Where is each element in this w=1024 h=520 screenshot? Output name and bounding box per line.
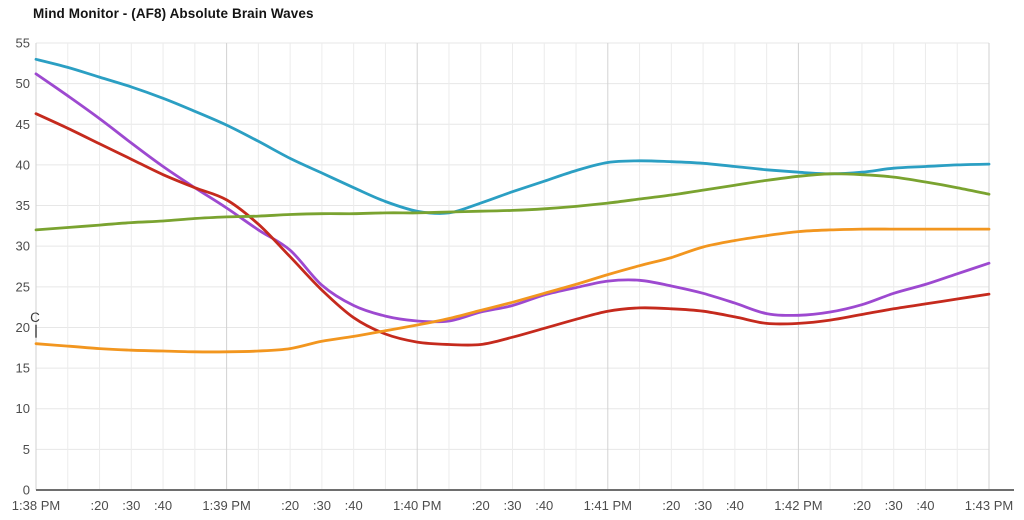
x-axis-tick-label: :40 — [535, 498, 553, 513]
series-line-orange[interactable] — [34, 227, 991, 354]
x-axis-tick-label: :40 — [916, 498, 934, 513]
y-axis-tick-label: 50 — [16, 76, 30, 91]
y-axis-tick-label: 5 — [23, 442, 30, 457]
x-axis-tick-label: :30 — [313, 498, 331, 513]
x-axis-tick-label: 1:38 PM — [12, 498, 60, 513]
x-axis-tick-label: 1:42 PM — [774, 498, 822, 513]
x-axis-tick-label: 1:43 PM — [965, 498, 1013, 513]
y-axis-tick-label: 10 — [16, 401, 30, 416]
x-axis-tick-label: :20 — [281, 498, 299, 513]
y-axis-tick-label: 25 — [16, 279, 30, 294]
x-axis-tick-label: :40 — [345, 498, 363, 513]
x-axis-tick-label: 1:41 PM — [584, 498, 632, 513]
y-axis-tick-label: 30 — [16, 239, 30, 254]
x-axis-tick-label: :20 — [662, 498, 680, 513]
y-axis-tick-label: 20 — [16, 320, 30, 335]
y-axis-tick-label: 55 — [16, 36, 30, 51]
y-axis-tick-label: 35 — [16, 198, 30, 213]
x-axis-tick-label: :30 — [885, 498, 903, 513]
x-axis-tick-label: :20 — [472, 498, 490, 513]
y-axis-tick-label: 0 — [23, 483, 30, 498]
marker-annotation: C — [30, 310, 40, 325]
x-axis-tick-label: :30 — [694, 498, 712, 513]
y-axis-tick-label: 40 — [16, 157, 30, 172]
y-axis-tick-label: 15 — [16, 361, 30, 376]
series-line-green[interactable] — [34, 172, 991, 232]
chart-title: Mind Monitor - (AF8) Absolute Brain Wave… — [33, 6, 314, 21]
x-axis-tick-label: 1:40 PM — [393, 498, 441, 513]
x-axis-tick-label: 1:39 PM — [202, 498, 250, 513]
x-axis-tick-label: :40 — [726, 498, 744, 513]
series-line-red[interactable] — [34, 112, 991, 347]
x-axis-tick-label: :20 — [90, 498, 108, 513]
y-axis-tick-label: 45 — [16, 117, 30, 132]
x-axis-tick-label: :40 — [154, 498, 172, 513]
x-axis-tick-label: :30 — [122, 498, 140, 513]
x-axis-tick-label: :20 — [853, 498, 871, 513]
x-axis-tick-label: :30 — [503, 498, 521, 513]
